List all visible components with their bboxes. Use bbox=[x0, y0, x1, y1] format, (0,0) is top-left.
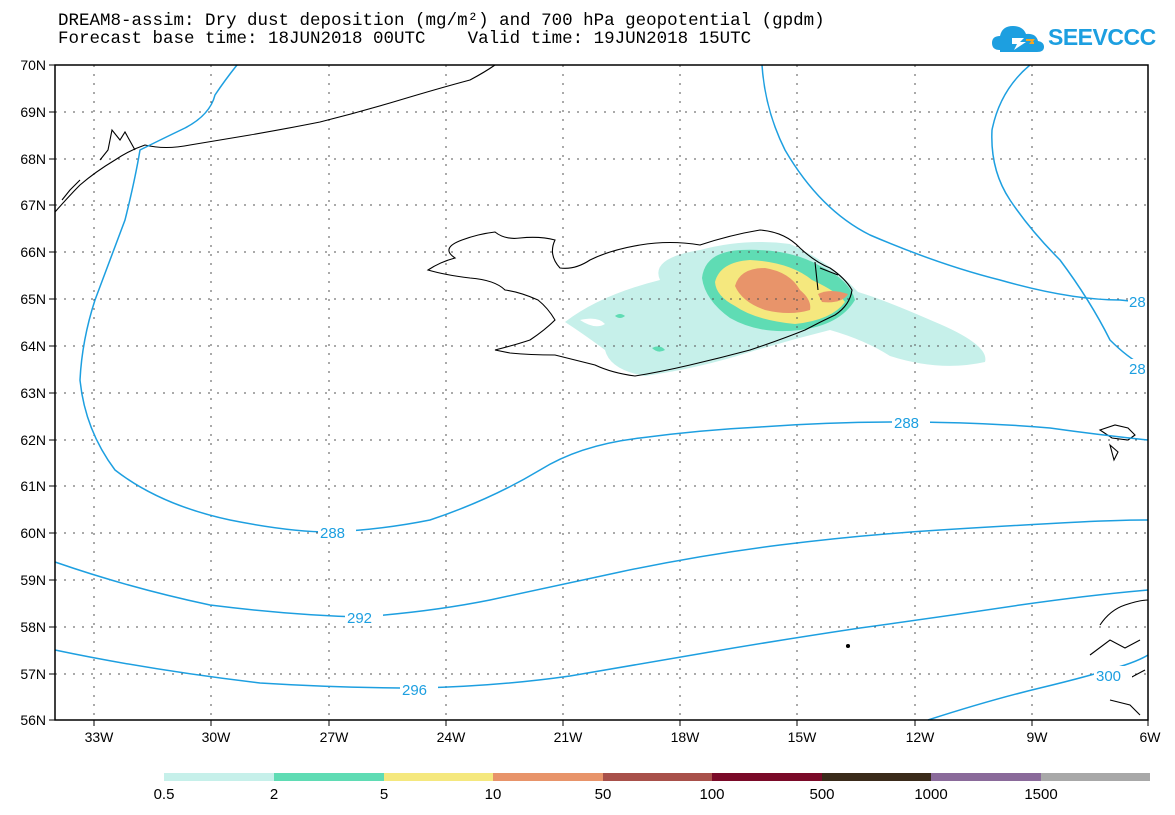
lat-label: 60N bbox=[20, 525, 46, 541]
contour-label-292: 292 bbox=[347, 610, 372, 627]
cloud-logo-icon bbox=[992, 26, 1044, 52]
lat-label: 57N bbox=[20, 666, 46, 682]
legend-swatch bbox=[603, 773, 712, 781]
legend-label: 50 bbox=[595, 786, 612, 803]
legend-swatch bbox=[931, 773, 1041, 781]
contour-label-28-b: 28 bbox=[1129, 361, 1146, 378]
dust-deposition-shading bbox=[565, 242, 986, 376]
contour-28-b bbox=[991, 64, 1149, 369]
legend-label: 1500 bbox=[1024, 786, 1057, 803]
lat-label: 69N bbox=[20, 104, 46, 120]
contour-label-288-south: 288 bbox=[320, 525, 345, 542]
lon-label: 27W bbox=[320, 729, 350, 745]
faroe-islands bbox=[1098, 424, 1136, 462]
legend-label: 1000 bbox=[914, 786, 947, 803]
lon-label: 18W bbox=[671, 729, 701, 745]
lon-label: 24W bbox=[437, 729, 467, 745]
color-legend: 0.5 2 5 10 50 100 500 1000 1500 bbox=[154, 773, 1150, 803]
contour-296 bbox=[54, 589, 1149, 689]
legend-swatch bbox=[822, 773, 931, 781]
legend-label: 100 bbox=[699, 786, 724, 803]
lon-label: 21W bbox=[554, 729, 584, 745]
contour-label-300: 300 bbox=[1096, 668, 1121, 685]
lat-label: 66N bbox=[20, 244, 46, 260]
contour-label-296: 296 bbox=[402, 682, 427, 699]
lat-label: 67N bbox=[20, 197, 46, 213]
lat-label: 64N bbox=[20, 338, 46, 354]
legend-label: 2 bbox=[270, 786, 278, 803]
contour-292 bbox=[54, 519, 1149, 618]
lat-label: 61N bbox=[20, 478, 46, 494]
contour-288-south bbox=[79, 64, 1149, 533]
legend-label: 500 bbox=[809, 786, 834, 803]
map-grid bbox=[55, 65, 1148, 720]
legend-label: 0.5 bbox=[154, 786, 175, 803]
legend-swatch bbox=[384, 773, 493, 781]
greenland-coast bbox=[54, 64, 496, 213]
scotland-coast bbox=[1089, 599, 1149, 716]
iceland-interior bbox=[814, 261, 839, 291]
legend-swatch bbox=[1041, 773, 1150, 781]
contour-label-28-a: 28 bbox=[1129, 294, 1146, 311]
lat-label: 59N bbox=[20, 572, 46, 588]
contour-label-288-north: 288 bbox=[894, 415, 919, 432]
legend-label: 5 bbox=[380, 786, 388, 803]
lon-label: 12W bbox=[906, 729, 936, 745]
legend-swatch bbox=[493, 773, 603, 781]
lat-label: 63N bbox=[20, 385, 46, 401]
map-title-line1: DREAM8-assim: Dry dust deposition (mg/m²… bbox=[58, 11, 825, 31]
lon-label: 30W bbox=[202, 729, 232, 745]
lon-label: 15W bbox=[788, 729, 818, 745]
legend-swatch bbox=[712, 773, 822, 781]
legend-label: 10 bbox=[485, 786, 502, 803]
legend-swatch bbox=[164, 773, 274, 781]
lon-label: 6W bbox=[1140, 729, 1162, 745]
seevccc-logo: SEEVCCC bbox=[990, 20, 1156, 56]
lon-label: 9W bbox=[1027, 729, 1049, 745]
lat-label: 62N bbox=[20, 432, 46, 448]
contour-300 bbox=[927, 654, 1149, 721]
lat-label: 65N bbox=[20, 291, 46, 307]
lat-label: 68N bbox=[20, 151, 46, 167]
lon-label: 33W bbox=[85, 729, 115, 745]
legend-swatch bbox=[274, 773, 384, 781]
map-title-line2: Forecast base time: 18JUN2018 00UTC Vali… bbox=[58, 29, 752, 49]
coastlines bbox=[54, 64, 1149, 716]
geopotential-contours bbox=[54, 64, 1149, 721]
contour-28-a bbox=[761, 64, 1149, 303]
lat-label: 56N bbox=[20, 712, 46, 728]
lat-label: 70N bbox=[20, 57, 46, 73]
greenland-coast-fjords bbox=[61, 128, 136, 201]
iceland-coast bbox=[426, 229, 853, 377]
lat-label: 58N bbox=[20, 619, 46, 635]
logo-text: SEEVCCC bbox=[1048, 24, 1156, 50]
